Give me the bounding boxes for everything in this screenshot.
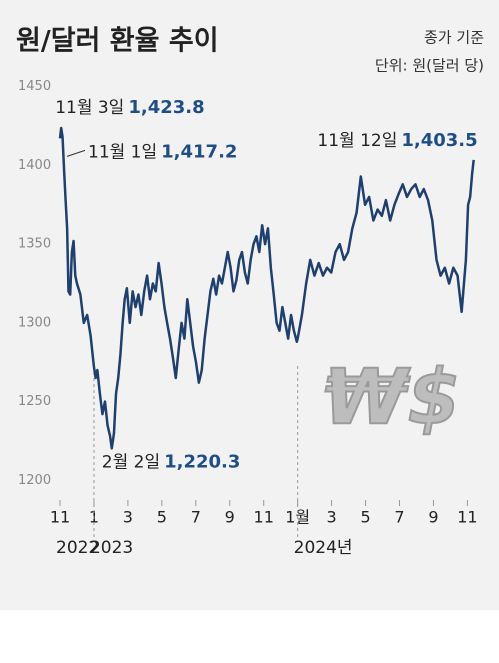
leader-line	[66, 149, 86, 157]
x-tick-label: 11	[457, 508, 477, 527]
annotation-value: 1,403.5	[401, 130, 477, 151]
annotation: 2월 2일 1,220.3	[102, 451, 241, 472]
note: 종가 기준	[424, 29, 484, 47]
year-label: 2023	[90, 538, 133, 558]
year-label: 2024년	[294, 538, 353, 558]
x-tick-label: 7	[394, 508, 404, 527]
x-tick-label: 3	[327, 508, 337, 527]
x-tick-label: 11	[254, 508, 274, 527]
annotation-date: 11월 3일	[55, 98, 124, 118]
x-tick-label: 7	[191, 508, 201, 527]
annotation-value: 1,423.8	[128, 97, 204, 118]
annotation-value: 1,220.3	[164, 451, 240, 472]
chart-title: 원/달러 환율 추이	[16, 26, 219, 57]
x-tick-label: 9	[428, 508, 438, 527]
x-tick-label: 9	[225, 508, 235, 527]
y-tick-label: 1250	[18, 394, 51, 409]
y-tick-label: 1300	[18, 315, 51, 330]
annotation-date: 11월 1일	[88, 142, 157, 162]
y-tick-label: 1400	[18, 158, 51, 173]
y-tick-label: 1450	[18, 79, 51, 94]
annotation: 11월 3일 1,423.8	[55, 97, 204, 118]
annotation-date: 11월 12일	[317, 131, 397, 151]
x-tick-label: 11	[50, 508, 70, 527]
x-tick-label: 3	[123, 508, 133, 527]
y-tick-label: 1350	[18, 237, 51, 252]
year-label: 2022	[56, 538, 99, 558]
watermark: ₩$	[324, 352, 461, 441]
line	[58, 126, 475, 450]
x-tick-label: 5	[157, 508, 167, 527]
annotation-date: 2월 2일	[102, 452, 160, 472]
x-tick-label: 5	[360, 508, 370, 527]
background	[0, 0, 499, 610]
annotation-value: 1,417.2	[161, 141, 237, 162]
annotation: 11월 1일 1,417.2	[88, 141, 237, 162]
annotation: 11월 12일 1,403.5	[317, 130, 477, 151]
y-tick-label: 1200	[18, 473, 51, 488]
note: 단위: 원(달러 당)	[375, 57, 484, 75]
